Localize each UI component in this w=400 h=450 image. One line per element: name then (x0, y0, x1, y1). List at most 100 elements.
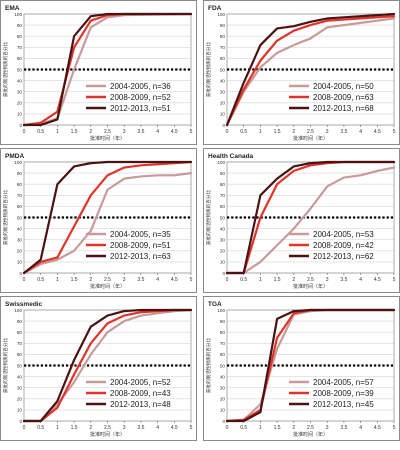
series-line (225, 166, 396, 275)
x-tick-label: 4 (359, 425, 362, 431)
y-tick-label: 90 (220, 319, 226, 324)
panel-frame (203, 296, 400, 441)
x-tick-label: 1 (259, 277, 262, 283)
legend-label: 2008-2009, n=43 (110, 389, 171, 398)
y-tick-label: 90 (17, 23, 23, 28)
y-tick-label: 70 (17, 341, 23, 346)
x-axis-label: 批准时间（年） (293, 135, 328, 142)
x-tick-label: 2.5 (104, 425, 111, 431)
x-tick-label: 3.5 (340, 129, 347, 135)
legend-label: 2012-2013, n=68 (313, 104, 374, 113)
y-tick-label: 100 (14, 12, 22, 17)
x-tick-label: 3.5 (137, 425, 144, 431)
x-tick-label: 0 (226, 129, 229, 135)
legend-label: 2008-2009, n=42 (313, 241, 374, 250)
y-tick-label: 60 (17, 56, 23, 61)
chart-panel: EMA 0 10 20 30 40 50 60 70 80 90 100 0 0.5 1 1.5 2 2.5 3 3.… (0, 0, 197, 145)
x-axis-label: 批准时间（年） (90, 135, 125, 142)
y-tick-label: 30 (220, 238, 226, 243)
x-tick-label: 1 (259, 425, 262, 431)
x-tick-label: 4.5 (171, 129, 178, 135)
x-tick-label: 1 (56, 129, 59, 135)
legend-label: 2004-2005, n=52 (110, 378, 171, 387)
chart-panel: PMDA 0 10 20 30 40 50 60 70 80 90 100 0 0.5 1 1.5 2 2.5 3 3… (0, 148, 197, 293)
y-tick-label: 40 (220, 78, 226, 83)
y-tick-label: 0 (222, 271, 225, 276)
y-tick-label: 100 (14, 308, 22, 313)
y-tick-label: 20 (17, 249, 23, 254)
x-tick-label: 5 (190, 425, 193, 431)
x-tick-label: 3.5 (137, 277, 144, 283)
y-tick-label: 10 (220, 260, 226, 265)
x-tick-label: 0.5 (240, 129, 247, 135)
series-line (22, 12, 193, 127)
x-tick-label: 0.5 (240, 425, 247, 431)
legend-label: 2004-2005, n=57 (313, 378, 374, 387)
legend-label: 2004-2005, n=35 (110, 230, 171, 239)
x-tick-label: 3.5 (137, 129, 144, 135)
y-axis-label: 获批的新活性物质的百分比 (2, 42, 9, 98)
y-tick-label: 40 (220, 374, 226, 379)
y-tick-label: 60 (220, 352, 226, 357)
y-tick-label: 60 (220, 56, 226, 61)
x-tick-label: 0 (226, 277, 229, 283)
x-tick-label: 3 (123, 277, 126, 283)
x-axis-label: 批准时间（年） (90, 283, 125, 290)
x-tick-label: 2.5 (307, 129, 314, 135)
x-tick-label: 3 (326, 129, 329, 135)
x-tick-label: 0.5 (37, 129, 44, 135)
x-tick-label: 5 (190, 129, 193, 135)
x-tick-label: 1.5 (71, 129, 78, 135)
x-tick-label: 4.5 (374, 277, 381, 283)
x-tick-label: 1.5 (71, 277, 78, 283)
y-tick-label: 80 (220, 330, 226, 335)
legend-label: 2012-2013, n=63 (110, 252, 171, 261)
x-axis-label: 批准时间（年） (293, 431, 328, 438)
y-tick-label: 70 (220, 341, 226, 346)
x-tick-label: 4.5 (374, 129, 381, 135)
x-tick-label: 3 (123, 425, 126, 431)
x-tick-label: 4 (359, 129, 362, 135)
y-tick-label: 50 (220, 363, 226, 368)
y-tick-label: 100 (217, 12, 225, 17)
x-tick-label: 1.5 (274, 129, 281, 135)
y-tick-label: 20 (220, 397, 226, 402)
y-tick-label: 100 (14, 160, 22, 165)
y-tick-label: 30 (17, 386, 23, 391)
x-tick-label: 4.5 (171, 425, 178, 431)
legend-label: 2012-2013, n=51 (110, 104, 171, 113)
x-tick-label: 1.5 (71, 425, 78, 431)
series-line (22, 308, 193, 423)
x-tick-label: 1 (259, 129, 262, 135)
panel-frame (0, 296, 197, 441)
y-tick-label: 20 (17, 101, 23, 106)
y-tick-label: 80 (220, 182, 226, 187)
y-tick-label: 30 (17, 238, 23, 243)
y-tick-label: 0 (19, 123, 22, 128)
x-tick-label: 2.5 (104, 129, 111, 135)
x-tick-label: 4 (156, 129, 159, 135)
chart-title: PMDA (5, 153, 24, 160)
x-tick-label: 2.5 (307, 425, 314, 431)
chart-panel: FDA 0 10 20 30 40 50 60 70 80 90 100 0 0.5 1 1.5 2 2.5 3 3.… (203, 0, 400, 145)
y-tick-label: 10 (220, 408, 226, 413)
y-tick-label: 100 (217, 160, 225, 165)
series-line (225, 15, 396, 127)
chart-title: EMA (5, 5, 20, 12)
y-tick-label: 60 (17, 352, 23, 357)
x-axis-label: 批准时间（年） (90, 431, 125, 438)
series-line (22, 308, 193, 423)
x-tick-label: 0 (23, 425, 26, 431)
series-line (225, 160, 396, 275)
y-axis-label: 获批的新活性物质的百分比 (2, 190, 9, 246)
x-tick-label: 2.5 (307, 277, 314, 283)
chart-title: TGA (208, 301, 222, 308)
y-axis-label: 获批的新活性物质的百分比 (2, 338, 9, 394)
x-tick-label: 4 (156, 425, 159, 431)
x-tick-label: 5 (393, 277, 396, 283)
chart-panel: Swissmedic 0 10 20 30 40 50 60 70 80 90 100 0 0.5 1 1.5… (0, 296, 197, 441)
y-axis-label: 获批的新活性物质的百分比 (205, 42, 212, 98)
y-tick-label: 10 (220, 112, 226, 117)
x-tick-label: 0.5 (240, 277, 247, 283)
